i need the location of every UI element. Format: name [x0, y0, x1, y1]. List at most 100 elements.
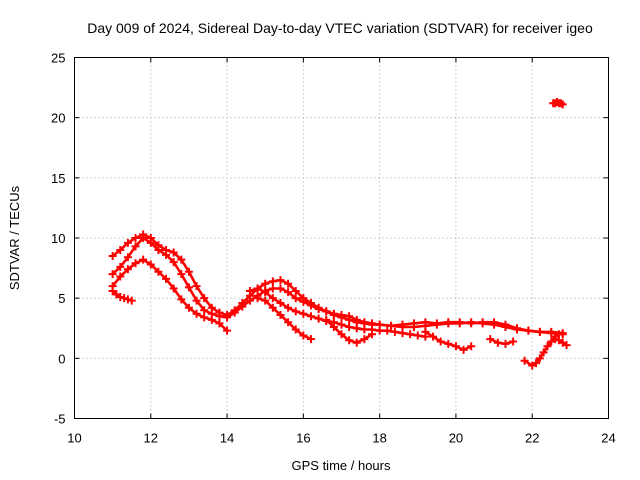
data-point [387, 321, 396, 330]
data-point [284, 279, 293, 288]
data-point [322, 315, 331, 324]
data-point [314, 304, 323, 313]
data-point [116, 292, 125, 301]
y-tick-label: -5 [54, 412, 66, 427]
x-tick-label: 24 [601, 431, 615, 446]
data-point [390, 327, 399, 336]
y-axis-label: SDTVAR / TECUs [7, 185, 22, 290]
data-point [169, 248, 178, 257]
series-trace-9 [486, 335, 518, 348]
data-point [169, 258, 178, 267]
data-point [539, 348, 548, 357]
data-point [215, 312, 224, 321]
x-axis-label: GPS time / hours [292, 458, 391, 473]
data-point [253, 284, 262, 293]
x-tick-label: 20 [449, 431, 463, 446]
data-point [200, 313, 209, 322]
data-point [223, 313, 232, 322]
data-point [230, 308, 239, 317]
data-point [444, 319, 453, 328]
series-line [111, 233, 564, 336]
data-point [337, 320, 346, 329]
data-point [524, 326, 533, 335]
data-point [245, 286, 254, 295]
data-point [291, 286, 300, 295]
data-point [421, 327, 430, 336]
data-point [429, 332, 438, 341]
data-point [268, 294, 277, 303]
series-line [111, 236, 564, 335]
data-point [253, 294, 262, 303]
data-point [467, 342, 476, 351]
x-tick-label: 14 [220, 431, 234, 446]
y-tick-label: 25 [51, 51, 65, 66]
data-point [299, 309, 308, 318]
data-point [436, 337, 445, 346]
data-point [406, 330, 415, 339]
data-point [123, 265, 132, 274]
data-point [146, 238, 155, 247]
data-point [120, 294, 129, 303]
data-point [261, 296, 270, 305]
data-point [501, 323, 510, 332]
data-point [345, 315, 354, 324]
data-point [409, 323, 418, 332]
data-point [306, 335, 315, 344]
data-point [268, 284, 277, 293]
data-point [345, 336, 354, 345]
data-point [261, 288, 270, 297]
data-point [116, 262, 125, 271]
data-point [184, 303, 193, 312]
data-point [562, 341, 571, 350]
data-point [192, 282, 201, 291]
data-point [558, 329, 567, 338]
series-trace-6 [253, 294, 315, 344]
y-tick-label: 5 [58, 291, 65, 306]
data-point [329, 311, 338, 320]
data-point [238, 302, 247, 311]
data-point [306, 312, 315, 321]
x-tick-label: 22 [525, 431, 539, 446]
data-point [459, 345, 468, 354]
data-point [299, 297, 308, 306]
data-point [108, 270, 117, 279]
series-line [111, 258, 229, 332]
data-point [337, 330, 346, 339]
data-point [306, 301, 315, 310]
data-point [432, 320, 441, 329]
data-point [512, 325, 521, 334]
data-point [177, 295, 186, 304]
data-point [413, 331, 422, 340]
data-point [200, 306, 209, 315]
data-point [284, 288, 293, 297]
data-point [169, 284, 178, 293]
data-point [291, 307, 300, 316]
data-point [108, 252, 117, 261]
data-point [116, 272, 125, 281]
data-point [368, 330, 377, 339]
data-point [200, 294, 209, 303]
data-point [558, 100, 567, 109]
data-point [154, 246, 163, 255]
y-tick-label: 15 [51, 171, 65, 186]
data-point [455, 319, 464, 328]
data-point [192, 296, 201, 305]
data-point [509, 337, 518, 346]
data-point [139, 234, 148, 242]
series-trace-11 [551, 335, 571, 350]
data-point [360, 325, 369, 334]
y-tick-label: 20 [51, 111, 65, 126]
series-group [108, 98, 571, 370]
x-tick-label: 10 [67, 431, 81, 446]
data-point [215, 319, 224, 328]
data-point [276, 298, 285, 307]
data-point [146, 260, 155, 269]
data-point [383, 326, 392, 335]
data-point [284, 318, 293, 327]
data-point [131, 234, 140, 242]
data-point [444, 339, 453, 348]
data-point [501, 339, 510, 348]
data-point [276, 311, 285, 320]
data-point [520, 356, 529, 365]
data-point [478, 319, 487, 328]
